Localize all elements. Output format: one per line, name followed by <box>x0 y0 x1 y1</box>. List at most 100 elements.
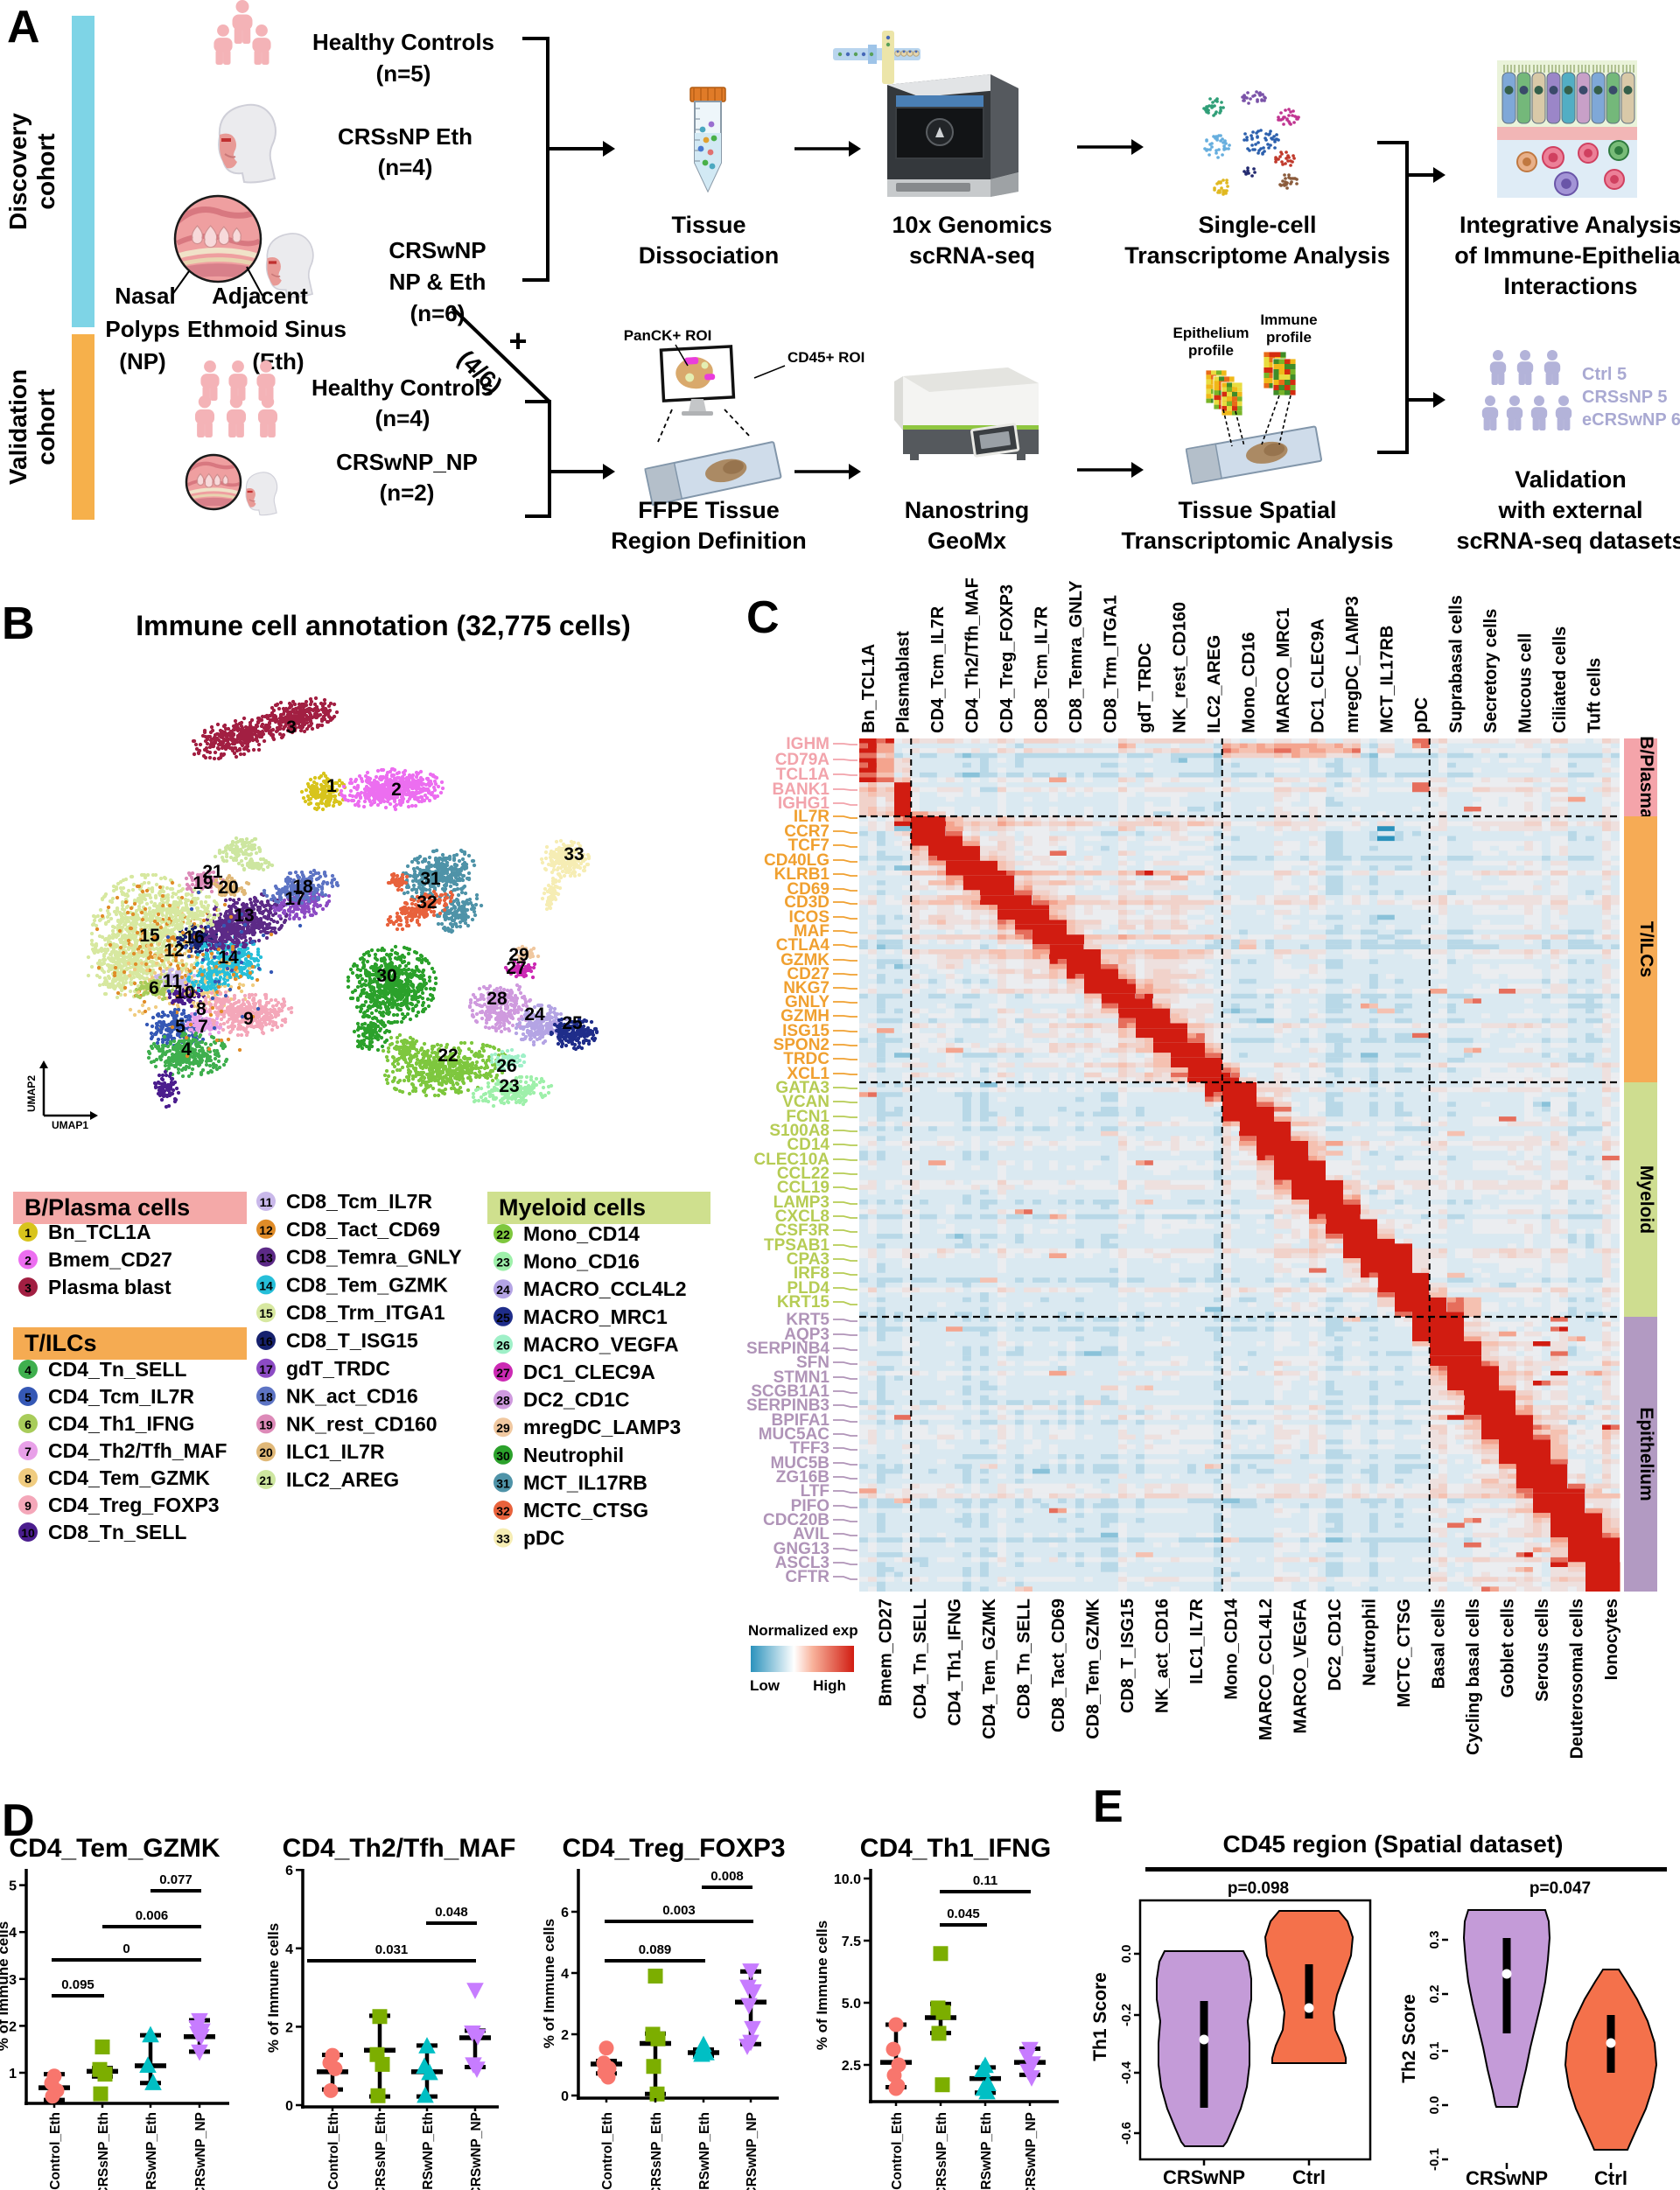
svg-text:CCL22: CCL22 <box>777 1165 830 1183</box>
svg-text:PIFO: PIFO <box>791 1497 830 1515</box>
svg-text:MCTC_CTSG: MCTC_CTSG <box>1395 1599 1414 1707</box>
svg-text:FFPE Tissue: FFPE Tissue <box>638 497 780 523</box>
svg-text:3: 3 <box>9 1973 17 1988</box>
svg-text:TCF7: TCF7 <box>788 836 830 855</box>
svg-text:17: 17 <box>259 1362 273 1376</box>
svg-text:30: 30 <box>496 1449 510 1463</box>
svg-text:Mucous cell: Mucous cell <box>1516 633 1535 733</box>
svg-text:0: 0 <box>122 1942 130 1956</box>
svg-text:+: + <box>508 323 527 359</box>
svg-text:Interactions: Interactions <box>1503 273 1637 299</box>
svg-text:1: 1 <box>326 776 337 796</box>
svg-text:CD4_Th1_IFNG: CD4_Th1_IFNG <box>48 1412 194 1435</box>
svg-text:B: B <box>2 598 35 649</box>
svg-text:1: 1 <box>9 2067 17 2082</box>
svg-text:22: 22 <box>496 1228 510 1242</box>
svg-text:MUC5B: MUC5B <box>770 1454 830 1473</box>
svg-text:11: 11 <box>163 971 183 991</box>
svg-text:cohort: cohort <box>32 388 60 465</box>
svg-text:0: 0 <box>561 2089 569 2104</box>
svg-text:-0.2: -0.2 <box>1119 2004 1134 2026</box>
svg-text:SERPINB4: SERPINB4 <box>746 1340 830 1358</box>
svg-text:ILC1_IL7R: ILC1_IL7R <box>1187 1598 1207 1683</box>
svg-text:4: 4 <box>24 1363 32 1377</box>
svg-text:CRSsNP Eth: CRSsNP Eth <box>338 123 472 150</box>
svg-text:DC1_CLEC9A: DC1_CLEC9A <box>523 1361 655 1383</box>
svg-text:CD8_Tn_SELL: CD8_Tn_SELL <box>48 1521 186 1543</box>
svg-text:CD8_Tact_CD69: CD8_Tact_CD69 <box>1049 1599 1068 1732</box>
svg-text:CD8_T_ISG15: CD8_T_ISG15 <box>1118 1599 1138 1713</box>
svg-text:14: 14 <box>218 948 239 968</box>
svg-text:CD4_Tcm_IL7R: CD4_Tcm_IL7R <box>48 1385 194 1408</box>
svg-text:Th2 Score: Th2 Score <box>1399 1994 1419 2083</box>
svg-text:16: 16 <box>259 1334 273 1348</box>
svg-text:CD4_Tem_GZMK: CD4_Tem_GZMK <box>980 1598 999 1739</box>
svg-text:(NP): (NP) <box>119 348 165 374</box>
svg-text:ZG16B: ZG16B <box>776 1468 830 1487</box>
svg-text:CLEC10A: CLEC10A <box>753 1151 830 1169</box>
svg-text:4: 4 <box>9 1926 17 1941</box>
svg-text:0.3: 0.3 <box>1427 1931 1442 1949</box>
svg-text:13: 13 <box>234 906 254 926</box>
svg-text:-0.1: -0.1 <box>1427 2148 1442 2171</box>
svg-text:SCGB1A1: SCGB1A1 <box>751 1382 830 1401</box>
svg-text:Healthy Controls: Healthy Controls <box>312 29 494 55</box>
svg-text:NK_act_CD16: NK_act_CD16 <box>286 1385 418 1408</box>
svg-text:GZMK: GZMK <box>780 951 830 969</box>
svg-text:Transcriptome Analysis: Transcriptome Analysis <box>1124 242 1390 269</box>
svg-text:A: A <box>7 2 40 52</box>
svg-text:Th1 Score: Th1 Score <box>1090 1972 1110 2061</box>
svg-text:CRSsNP 5: CRSsNP 5 <box>1582 388 1667 407</box>
svg-text:CD8_Tn_SELL: CD8_Tn_SELL <box>1015 1599 1034 1719</box>
svg-text:CRSsNP_Eth: CRSsNP_Eth <box>934 2112 949 2190</box>
svg-text:Control_Eth: Control_Eth <box>890 2112 905 2190</box>
svg-text:9: 9 <box>243 1009 254 1029</box>
svg-text:5: 5 <box>9 1879 17 1894</box>
svg-text:CSF3R: CSF3R <box>775 1221 830 1240</box>
svg-text:IRF8: IRF8 <box>794 1264 830 1283</box>
svg-text:0.006: 0.006 <box>136 1908 169 1923</box>
svg-text:(Eth): (Eth) <box>252 348 304 374</box>
svg-text:CPA3: CPA3 <box>787 1250 830 1269</box>
svg-text:Bn_TCL1A: Bn_TCL1A <box>859 644 878 733</box>
svg-text:29: 29 <box>496 1421 510 1435</box>
svg-text:10x Genomics: 10x Genomics <box>892 212 1052 238</box>
svg-text:0.0: 0.0 <box>1119 1945 1134 1963</box>
svg-text:Integrative Analysis: Integrative Analysis <box>1460 212 1680 238</box>
svg-text:Discovery: Discovery <box>4 113 32 230</box>
svg-text:Myeloid cells: Myeloid cells <box>499 1194 646 1221</box>
svg-text:Cycling basal cells: Cycling basal cells <box>1464 1599 1483 1755</box>
svg-text:with external: with external <box>1497 497 1642 523</box>
svg-text:12: 12 <box>164 941 184 961</box>
svg-text:B/Plasma cells: B/Plasma cells <box>24 1194 190 1221</box>
svg-text:2: 2 <box>391 780 402 800</box>
svg-text:Nanostring: Nanostring <box>905 497 1030 523</box>
svg-text:CD45 region (Spatial dataset): CD45 region (Spatial dataset) <box>1223 1830 1564 1858</box>
svg-text:28: 28 <box>496 1394 510 1408</box>
svg-text:11: 11 <box>260 1195 273 1209</box>
svg-text:18: 18 <box>292 877 313 897</box>
svg-text:CRSwNP_NP: CRSwNP_NP <box>336 449 478 475</box>
svg-text:CD4_Tcm_IL7R: CD4_Tcm_IL7R <box>928 605 948 733</box>
svg-text:20: 20 <box>259 1445 273 1459</box>
svg-text:CD4_Th2/Tfh_MAF: CD4_Th2/Tfh_MAF <box>48 1439 227 1462</box>
svg-text:E: E <box>1093 1781 1124 1832</box>
svg-text:CD8_Tem_GZMK: CD8_Tem_GZMK <box>286 1273 448 1296</box>
svg-text:CRSwNP_NP: CRSwNP_NP <box>469 2112 484 2190</box>
svg-text:CCL19: CCL19 <box>777 1179 830 1197</box>
svg-text:8: 8 <box>196 999 206 1019</box>
svg-text:0.008: 0.008 <box>710 1869 744 1884</box>
svg-text:Epithelium: Epithelium <box>1173 325 1250 341</box>
svg-text:SERPINB3: SERPINB3 <box>746 1396 830 1415</box>
svg-text:Myeloid: Myeloid <box>1636 1165 1656 1234</box>
svg-text:B/Plasma: B/Plasma <box>1636 736 1656 819</box>
svg-text:(n=5): (n=5) <box>376 60 431 87</box>
svg-text:13: 13 <box>259 1251 273 1265</box>
svg-text:ILC2_AREG: ILC2_AREG <box>286 1468 399 1491</box>
svg-text:ILC2_AREG: ILC2_AREG <box>1205 635 1224 733</box>
svg-text:Suprabasal cells: Suprabasal cells <box>1446 595 1466 733</box>
svg-text:STMN1: STMN1 <box>774 1368 830 1387</box>
svg-text:MARCO_CCL4L2: MARCO_CCL4L2 <box>1256 1599 1276 1740</box>
svg-text:19: 19 <box>259 1417 273 1431</box>
svg-text:27: 27 <box>506 958 526 978</box>
